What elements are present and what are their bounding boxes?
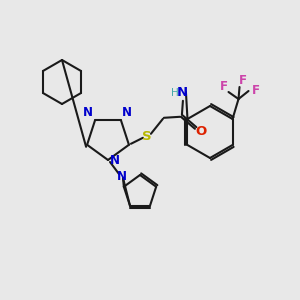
Text: F: F	[251, 85, 260, 98]
Text: N: N	[176, 86, 188, 99]
Text: S: S	[142, 130, 152, 143]
Text: N: N	[122, 106, 132, 119]
Text: H: H	[171, 88, 179, 98]
Text: F: F	[238, 74, 247, 86]
Text: N: N	[110, 154, 120, 166]
Text: O: O	[195, 125, 206, 138]
Text: N: N	[83, 106, 93, 119]
Text: F: F	[220, 80, 227, 94]
Text: N: N	[117, 169, 127, 182]
